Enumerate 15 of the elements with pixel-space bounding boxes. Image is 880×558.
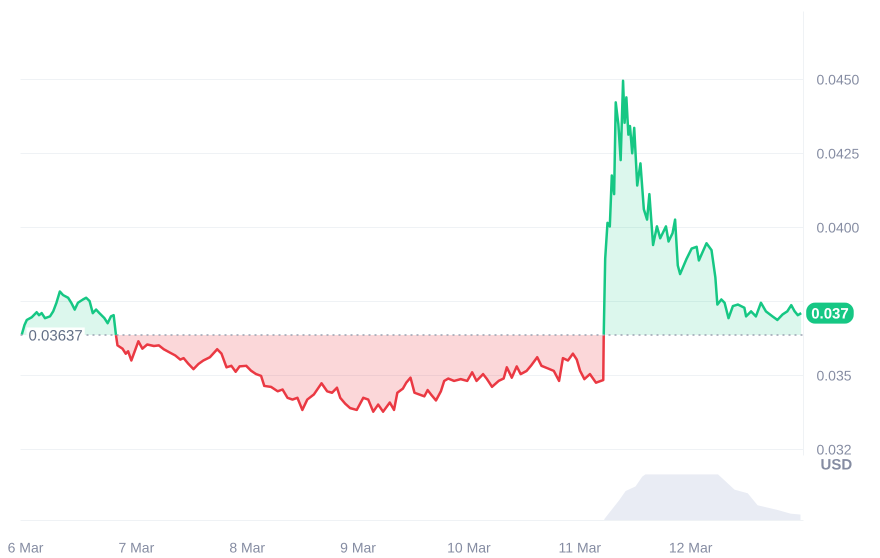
y-tick-label: 0.0450 bbox=[816, 72, 860, 88]
y-tick-label: 0.032 bbox=[816, 442, 852, 458]
x-tick-label: 7 Mar bbox=[118, 540, 155, 556]
x-tick-label: 12 Mar bbox=[668, 540, 713, 556]
x-tick-label: 10 Mar bbox=[447, 540, 492, 556]
y-tick-label: 0.0400 bbox=[816, 220, 860, 236]
y-axis-title: USD bbox=[820, 456, 852, 474]
ref-line-label: 0.03637 bbox=[28, 328, 83, 345]
x-tick-label: 8 Mar bbox=[229, 540, 266, 556]
x-tick-label: 9 Mar bbox=[340, 540, 376, 556]
y-tick-label: 0.0425 bbox=[816, 146, 860, 162]
y-tick-label: 0.035 bbox=[816, 368, 852, 384]
annotation: 0.037 bbox=[811, 306, 849, 323]
x-tick-label: 11 Mar bbox=[558, 540, 602, 556]
x-tick-label: 6 Mar bbox=[8, 540, 44, 556]
